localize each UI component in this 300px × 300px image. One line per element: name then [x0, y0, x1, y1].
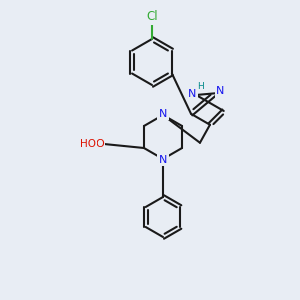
Text: O: O: [95, 139, 104, 149]
Text: H: H: [91, 139, 99, 149]
Text: H: H: [197, 82, 203, 91]
Text: N: N: [159, 109, 167, 119]
Text: HO: HO: [80, 139, 96, 149]
Text: N: N: [216, 86, 225, 96]
Text: N: N: [159, 155, 167, 165]
Text: N: N: [188, 89, 196, 99]
Text: Cl: Cl: [146, 11, 158, 23]
